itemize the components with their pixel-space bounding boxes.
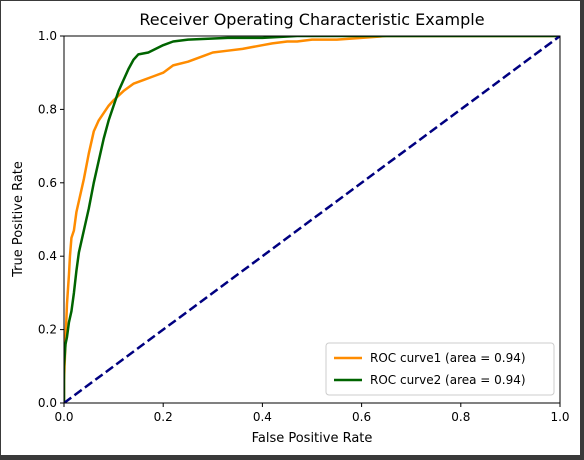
legend-label: ROC curve2 (area = 0.94) <box>370 373 526 387</box>
legend-label: ROC curve1 (area = 0.94) <box>370 351 526 365</box>
y-tick-label: 0.8 <box>38 102 57 116</box>
axes-frame <box>63 35 561 404</box>
chart-title: Receiver Operating Characteristic Exampl… <box>139 10 484 29</box>
y-tick-label: 0.6 <box>38 176 57 190</box>
roc-curve-2-line <box>64 36 560 403</box>
diagonal-reference-line <box>64 36 560 403</box>
legend: ROC curve1 (area = 0.94) ROC curve2 (area… <box>325 342 555 396</box>
x-axis-label: False Positive Rate <box>252 431 373 446</box>
roc-curve-1-line <box>64 36 560 403</box>
series-group <box>64 36 560 403</box>
y-tick-label: 0.0 <box>38 396 57 410</box>
y-tick-label: 0.2 <box>38 323 57 337</box>
figure-canvas: Receiver Operating Characteristic Exampl… <box>1 1 580 455</box>
y-tick-label: 1.0 <box>38 29 57 43</box>
legend-box <box>325 342 555 396</box>
x-tick-label: 0.4 <box>253 410 272 424</box>
roc-chart: Receiver Operating Characteristic Exampl… <box>11 10 570 446</box>
x-tick-label: 0.0 <box>54 410 73 424</box>
plot-area: 0.0 0.2 0.4 0.6 0.8 1.0 0.0 0.2 0.4 0.6 0.8 1.0 ROC … <box>38 29 570 424</box>
y-tick-label: 0.4 <box>38 249 57 263</box>
x-tick-label: 0.8 <box>451 410 470 424</box>
x-tick-label: 0.6 <box>352 410 371 424</box>
x-tick-label: 0.2 <box>154 410 173 424</box>
x-tick-label: 1.0 <box>550 410 569 424</box>
y-axis-label: True Positive Rate <box>11 161 26 278</box>
